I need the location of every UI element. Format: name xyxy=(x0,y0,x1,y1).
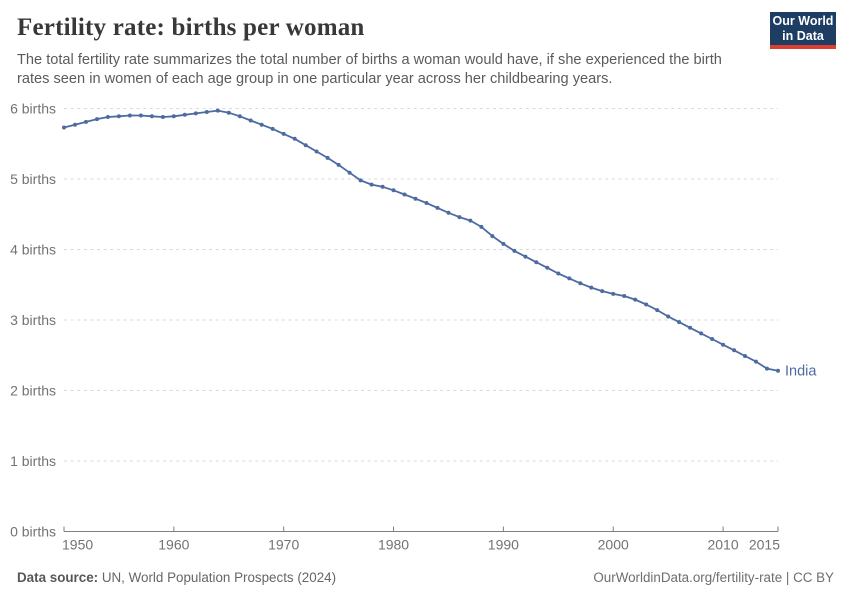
data-point-2000[interactable] xyxy=(611,291,616,296)
data-point-1954[interactable] xyxy=(105,115,110,119)
x-tick-label-1980: 1980 xyxy=(378,537,409,553)
data-point-1997[interactable] xyxy=(578,281,583,286)
data-point-1980[interactable] xyxy=(391,188,396,193)
data-point-1983[interactable] xyxy=(424,201,429,205)
data-point-1962[interactable] xyxy=(193,111,198,116)
data-point-1991[interactable] xyxy=(512,248,517,253)
data-point-1968[interactable] xyxy=(259,122,264,127)
y-tick-label-4: 4 births xyxy=(10,242,56,258)
y-tick-label-0: 0 births xyxy=(10,524,56,540)
data-point-1951[interactable] xyxy=(73,122,77,127)
data-point-1958[interactable] xyxy=(149,114,154,119)
data-point-1989[interactable] xyxy=(490,234,495,239)
data-point-1973[interactable] xyxy=(314,149,319,154)
data-point-1970[interactable] xyxy=(281,131,286,136)
data-source-label: Data source: xyxy=(17,570,99,585)
data-point-1959[interactable] xyxy=(160,115,165,119)
data-point-1975[interactable] xyxy=(336,162,341,167)
data-point-1964[interactable] xyxy=(215,108,220,113)
data-point-1999[interactable] xyxy=(600,289,605,294)
data-point-1988[interactable] xyxy=(479,224,484,229)
data-source-value: UN, World Population Prospects (2024) xyxy=(98,570,337,585)
data-point-1961[interactable] xyxy=(182,112,187,117)
data-point-1967[interactable] xyxy=(248,118,253,123)
data-point-1993[interactable] xyxy=(534,260,539,265)
data-point-1957[interactable] xyxy=(138,113,143,118)
data-point-1987[interactable] xyxy=(468,218,473,223)
y-tick-label-6: 6 births xyxy=(10,101,56,117)
x-tick-label-1970: 1970 xyxy=(268,537,299,553)
data-point-1974[interactable] xyxy=(325,155,330,160)
data-point-1966[interactable] xyxy=(237,114,242,119)
data-point-1963[interactable] xyxy=(204,110,209,114)
data-point-1972[interactable] xyxy=(303,143,308,148)
data-point-1979[interactable] xyxy=(380,184,385,189)
owid-logo-line2: in Data xyxy=(782,28,824,43)
data-point-1950[interactable] xyxy=(62,125,66,130)
data-point-2012[interactable] xyxy=(743,354,747,358)
data-point-1982[interactable] xyxy=(413,196,418,201)
series-line-india[interactable] xyxy=(63,109,779,372)
data-point-1977[interactable] xyxy=(358,178,363,183)
data-point-1981[interactable] xyxy=(402,192,407,197)
data-point-2004[interactable] xyxy=(655,308,660,313)
y-tick-label-1: 1 births xyxy=(10,453,56,469)
data-point-1955[interactable] xyxy=(116,114,121,119)
data-point-2003[interactable] xyxy=(644,302,649,307)
data-point-1956[interactable] xyxy=(127,113,132,118)
y-tick-label-3: 3 births xyxy=(10,312,56,328)
data-point-2011[interactable] xyxy=(732,348,737,353)
data-point-1995[interactable] xyxy=(556,271,561,276)
data-point-2005[interactable] xyxy=(666,314,671,319)
data-point-1960[interactable] xyxy=(171,114,176,119)
data-point-1952[interactable] xyxy=(84,119,88,124)
chart-subtitle: The total fertility rate summarizes the … xyxy=(17,52,722,88)
data-point-2009[interactable] xyxy=(710,337,715,341)
data-point-1990[interactable] xyxy=(501,241,506,246)
owid-logo-line1: Our World xyxy=(772,13,834,28)
data-point-2010[interactable] xyxy=(721,342,726,347)
data-point-1976[interactable] xyxy=(347,170,352,175)
data-point-1984[interactable] xyxy=(435,205,440,210)
series-end-label-india[interactable]: India xyxy=(785,363,817,379)
data-point-1978[interactable] xyxy=(369,182,374,187)
data-point-1965[interactable] xyxy=(226,110,231,115)
data-point-2007[interactable] xyxy=(688,325,693,330)
data-point-1996[interactable] xyxy=(567,276,572,281)
data-point-1986[interactable] xyxy=(457,215,462,220)
data-point-2001[interactable] xyxy=(622,294,627,298)
chart-footer: Data source: UN, World Population Prospe… xyxy=(17,570,834,585)
data-point-2002[interactable] xyxy=(633,297,638,302)
data-point-2015[interactable] xyxy=(776,368,780,373)
citation-link[interactable]: OurWorldinData.org/fertility-rate | CC B… xyxy=(593,570,834,585)
data-point-2014[interactable] xyxy=(765,366,769,371)
data-point-1953[interactable] xyxy=(95,117,99,122)
data-point-1969[interactable] xyxy=(270,126,275,131)
data-point-1998[interactable] xyxy=(589,285,594,290)
data-point-2008[interactable] xyxy=(699,331,704,336)
owid-logo[interactable]: Our World in Data xyxy=(770,12,836,49)
data-point-1994[interactable] xyxy=(545,265,550,270)
x-tick-label-2015: 2015 xyxy=(749,537,780,553)
data-point-1971[interactable] xyxy=(292,136,297,141)
data-point-2006[interactable] xyxy=(677,320,682,325)
x-tick-label-2010: 2010 xyxy=(707,537,738,553)
data-point-1985[interactable] xyxy=(446,210,451,215)
x-tick-label-2000: 2000 xyxy=(598,537,629,553)
chart-title: Fertility rate: births per woman xyxy=(17,14,365,41)
y-tick-label-5: 5 births xyxy=(10,171,56,187)
data-point-1992[interactable] xyxy=(523,254,528,259)
x-tick-label-1990: 1990 xyxy=(488,537,519,553)
x-tick-label-1950: 1950 xyxy=(62,537,93,553)
y-tick-label-2: 2 births xyxy=(10,383,56,399)
x-tick-label-1960: 1960 xyxy=(158,537,189,553)
data-source: Data source: UN, World Population Prospe… xyxy=(17,570,336,585)
data-point-2013[interactable] xyxy=(754,359,758,364)
